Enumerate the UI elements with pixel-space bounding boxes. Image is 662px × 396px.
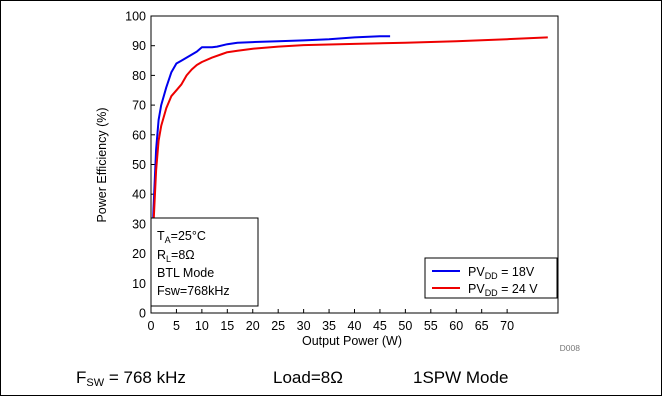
- x-tick-label: 60: [449, 319, 463, 333]
- ambient-temperature-label: TA=25°C: [157, 229, 206, 245]
- x-tick-label: 10: [195, 319, 209, 333]
- x-tick-label: 45: [373, 319, 387, 333]
- plot-area-frame: [150, 15, 559, 314]
- x-tick-label: 55: [424, 319, 438, 333]
- mode-label: BTL Mode: [157, 266, 214, 280]
- x-tick-label: 65: [475, 319, 489, 333]
- y-tick-label: 90: [132, 39, 146, 53]
- x-tick-label: 35: [322, 319, 336, 333]
- x-tick-label: 30: [297, 319, 311, 333]
- y-tick-label: 30: [132, 217, 146, 231]
- series-line-24v: [151, 36, 548, 254]
- y-tick-label: 70: [132, 99, 146, 113]
- legend-label-18v: PVDD = 18V: [468, 265, 535, 281]
- x-tick-label: 40: [348, 319, 362, 333]
- switching-frequency-label: Fsw=768kHz: [157, 284, 230, 298]
- y-tick-label: 60: [132, 128, 146, 142]
- series-layer: [151, 35, 548, 254]
- x-tick-label: 15: [220, 319, 234, 333]
- y-tick-label: 0: [139, 307, 146, 321]
- x-tick-label: 25: [271, 319, 285, 333]
- caption-load: Load=8Ω: [273, 368, 343, 387]
- y-tick-label: 80: [132, 69, 146, 83]
- x-axis-title: Output Power (W): [302, 334, 402, 348]
- x-tick-label: 70: [500, 319, 514, 333]
- series-line-18v: [151, 35, 391, 254]
- y-tick-label: 50: [132, 158, 146, 172]
- conditions-box: [150, 217, 259, 307]
- x-tick-label: 20: [246, 319, 260, 333]
- y-tick-label: 10: [132, 277, 146, 291]
- load-resistance-label: RL=8Ω: [157, 248, 195, 264]
- figure-code: D008: [560, 343, 581, 353]
- x-tick-label: 0: [148, 319, 155, 333]
- x-tick-label: 50: [398, 319, 412, 333]
- y-tick-label: 20: [132, 247, 146, 261]
- y-axis-title: Power Efficiency (%): [95, 107, 109, 222]
- legend-label-24v: PVDD = 24 V: [468, 282, 538, 298]
- caption-switching-frequency: FSW = 768 kHz: [76, 368, 186, 389]
- ticks-layer: 0 5 10 15 20 25 30 35 40 45 50 55 60 65 70 0 10 20 30 40 50 6…: [125, 10, 514, 334]
- legend: [424, 257, 558, 299]
- caption-mode: 1SPW Mode: [413, 368, 509, 387]
- x-tick-label: 5: [173, 319, 180, 333]
- y-tick-label: 100: [125, 10, 146, 24]
- y-tick-label: 40: [132, 188, 146, 202]
